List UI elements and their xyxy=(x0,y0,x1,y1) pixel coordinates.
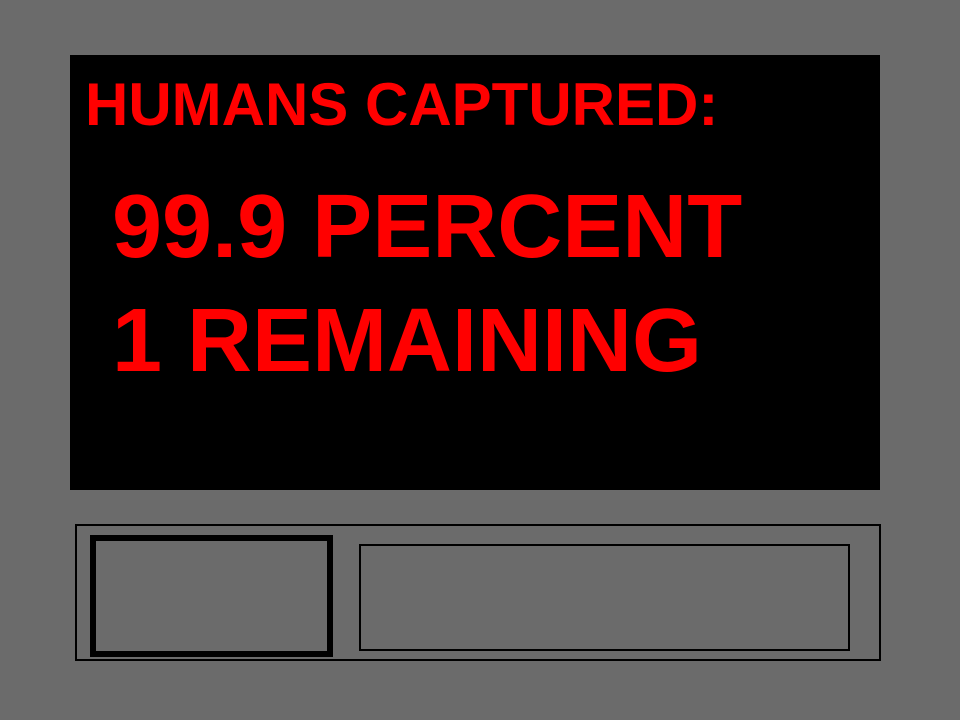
percent-captured-readout: 99.9 PERCENT xyxy=(112,177,743,277)
status-display: HUMANS CAPTURED: 99.9 PERCENT 1 REMAININ… xyxy=(70,55,880,490)
panel-button[interactable] xyxy=(90,535,333,657)
humans-remaining-readout: 1 REMAINING xyxy=(112,291,703,391)
control-panel xyxy=(75,524,881,661)
humans-captured-heading: HUMANS CAPTURED: xyxy=(85,71,719,138)
panel-display-field xyxy=(359,544,850,651)
